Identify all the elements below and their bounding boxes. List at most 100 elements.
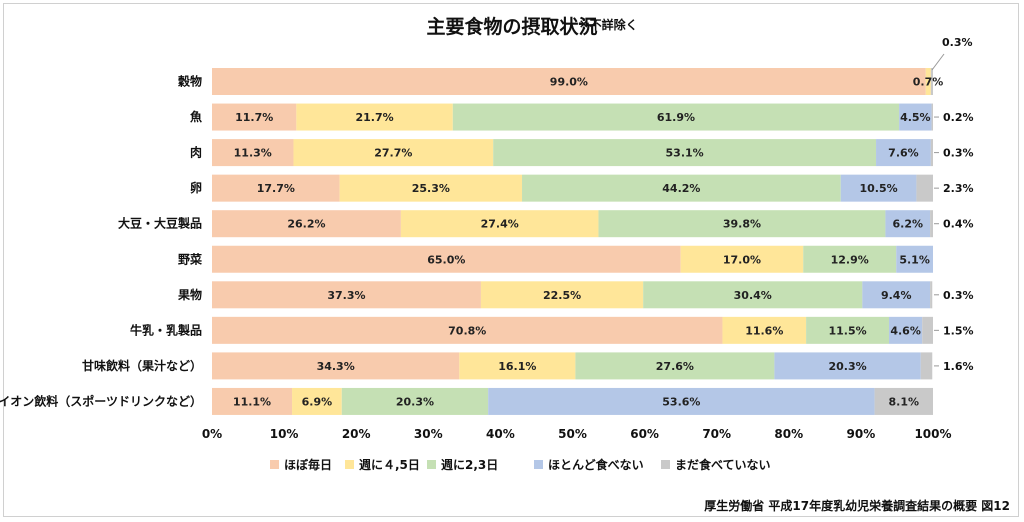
segment-label: 53.6%	[662, 395, 700, 408]
bar-segment	[341, 387, 489, 415]
bar-segment	[212, 352, 460, 380]
x-tick-label: 60%	[630, 427, 659, 441]
outside-label: 2.3%	[943, 182, 974, 195]
outside-label: 0.2%	[943, 111, 974, 124]
bar-segment	[212, 139, 294, 167]
segment-label: 70.8%	[448, 324, 486, 337]
outside-label: 1.6%	[943, 360, 974, 373]
segment-label: 20.3%	[828, 360, 866, 373]
segment-label: 11.6%	[745, 324, 783, 337]
x-tick-label: 50%	[558, 427, 587, 441]
bar-segment	[400, 210, 599, 238]
chart-note: ※不詳除く	[578, 18, 638, 32]
segment-label: 4.5%	[900, 111, 931, 124]
axis-layer: 0% 10% 20% 30% 40% 50% 60% 70% 80% 90% 100%	[202, 427, 952, 441]
legend-label: まだ食べていない	[675, 457, 771, 472]
segment-label: 27.4%	[481, 218, 519, 231]
bar-segment	[339, 174, 523, 202]
segment-label: 39.8%	[723, 218, 761, 231]
outside-label: 1.5%	[943, 324, 974, 337]
segment-label: 30.4%	[734, 289, 772, 302]
category-label: 穀物	[178, 74, 202, 89]
bar-segment	[722, 316, 807, 344]
legend-swatch	[427, 460, 436, 469]
bar-segment	[916, 174, 933, 202]
x-tick-label: 70%	[702, 427, 731, 441]
x-tick-label: 80%	[774, 427, 803, 441]
segment-label: 5.1%	[899, 253, 930, 266]
segment-label: 27.7%	[374, 147, 412, 160]
x-tick-label: 90%	[847, 427, 876, 441]
title-wrap: 主要食物の摂取状況	[0, 12, 1024, 39]
x-tick-label: 40%	[486, 427, 515, 441]
bar-segment	[920, 352, 933, 380]
legend-swatch	[661, 460, 670, 469]
x-tick-label: 0%	[202, 427, 222, 441]
segment-label: 61.9%	[657, 111, 695, 124]
segment-label: 12.9%	[831, 253, 869, 266]
legend-label: 週に４,5日	[359, 457, 420, 472]
bar-segment	[896, 245, 933, 273]
bar-segment	[212, 210, 401, 238]
segment-label: 53.1%	[666, 147, 704, 160]
bar-segment	[296, 103, 453, 131]
bar-segment	[522, 174, 841, 202]
segment-label: 10.5%	[859, 182, 897, 195]
bar-segment	[899, 103, 932, 131]
outside-label: 0.4%	[943, 218, 974, 231]
bar-segment	[806, 316, 890, 344]
bar-segment	[885, 210, 931, 238]
segment-label: 44.2%	[662, 182, 700, 195]
bar-segment	[488, 387, 875, 415]
bar-segment	[212, 387, 293, 415]
segment-label: 34.3%	[317, 360, 355, 373]
category-label: イオン飲料（スポーツドリンクなど）	[0, 393, 202, 408]
bar-segment	[452, 103, 900, 131]
bar-segment	[930, 139, 933, 167]
bar-segment	[212, 281, 481, 309]
segment-label: 26.2%	[287, 218, 325, 231]
bar-segment	[212, 174, 340, 202]
x-tick-label: 20%	[342, 427, 371, 441]
category-label: 大豆・大豆製品	[118, 216, 202, 231]
bar-segment	[643, 281, 863, 309]
segment-label: 8.1%	[889, 395, 920, 408]
segment-label: 22.5%	[543, 289, 581, 302]
bar-segment	[293, 139, 494, 167]
segment-label: 11.1%	[233, 395, 271, 408]
bar-segment	[930, 210, 933, 238]
bar-segment	[930, 68, 933, 95]
bar-segment	[774, 352, 921, 380]
category-label: 野菜	[178, 251, 202, 266]
legend-swatch	[270, 460, 279, 469]
legend-label: ほとんど食べない	[548, 457, 644, 472]
x-tick-label: 100%	[914, 427, 951, 441]
bar-segment	[598, 210, 886, 238]
segment-label: 37.3%	[327, 289, 365, 302]
outside-label: 0.3%	[942, 36, 973, 49]
bar-segment	[931, 103, 933, 131]
bar-segment	[925, 68, 931, 95]
bar-segment	[292, 387, 342, 415]
legend-label: ほぼ毎日	[284, 457, 332, 472]
bar-segment	[874, 387, 933, 415]
segment-label: 20.3%	[396, 395, 434, 408]
category-label: 肉	[190, 145, 202, 160]
segment-label: 21.7%	[355, 111, 393, 124]
legend-layer: ほぼ毎日 週に４,5日 週に2,3日 ほとんど食べない まだ食べていない	[270, 457, 771, 472]
segment-label: 7.6%	[888, 147, 919, 160]
category-label: 甘味飲料（果汁など）	[82, 358, 202, 373]
legend-swatch	[534, 460, 543, 469]
segment-label: 0.7%	[913, 76, 944, 89]
segment-label: 6.9%	[302, 395, 333, 408]
bar-segment	[212, 103, 297, 131]
category-label: 果物	[177, 287, 202, 302]
bar-segment	[876, 139, 931, 167]
segment-label: 11.5%	[828, 324, 866, 337]
x-tick-label: 10%	[270, 427, 299, 441]
segment-label: 16.1%	[498, 360, 536, 373]
bar-segment	[803, 245, 897, 273]
segment-label: 6.2%	[893, 218, 924, 231]
bar-segment	[930, 281, 933, 309]
bar-segment	[922, 316, 933, 344]
